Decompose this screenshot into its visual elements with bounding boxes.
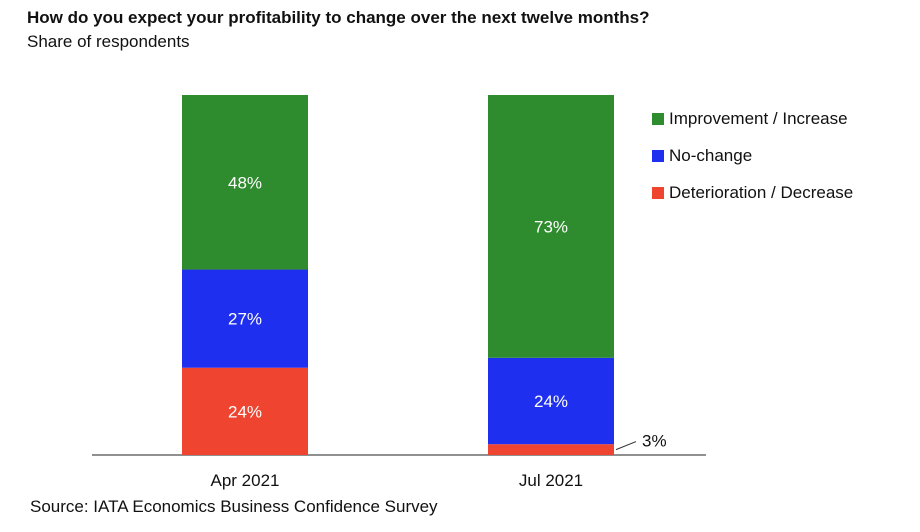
legend-label-no-change: No-change xyxy=(669,145,753,165)
data-label-no-change-apr-2021: 27% xyxy=(228,310,262,329)
leader-line-deterioration-decrease-jul-2021 xyxy=(615,441,637,451)
bar-deterioration-decrease-apr-2021 xyxy=(182,367,308,455)
data-label-no-change-jul-2021: 24% xyxy=(534,392,568,411)
bar-deterioration-decrease-jul-2021 xyxy=(488,444,614,455)
chart-title: How do you expect your profitability to … xyxy=(27,8,650,27)
legend-swatch-improvement xyxy=(652,112,664,125)
legend-item-deterioration: Deterioration / Decrease xyxy=(652,174,853,211)
data-label-improvement-increase-jul-2021: 73% xyxy=(534,217,568,236)
legend-item-no-change: No-change xyxy=(652,137,853,174)
bar-improvement-increase-apr-2021 xyxy=(182,95,308,270)
legend-swatch-no-change xyxy=(652,149,664,162)
legend-label-improvement: Improvement / Increase xyxy=(669,108,848,128)
legend-swatch-deterioration xyxy=(652,186,664,199)
source-note: Source: IATA Economics Business Confiden… xyxy=(30,497,438,516)
chart-subtitle: Share of respondents xyxy=(27,32,190,51)
bar-no-change-apr-2021 xyxy=(182,269,308,368)
data-label-improvement-increase-apr-2021: 48% xyxy=(228,173,262,192)
bar-improvement-increase-jul-2021 xyxy=(488,95,614,358)
x-tick-label-apr-2021: Apr 2021 xyxy=(211,471,280,490)
legend-label-deterioration: Deterioration / Decrease xyxy=(669,182,854,202)
bar-no-change-jul-2021 xyxy=(488,357,614,445)
legend: Improvement / Increase No-change Deterio… xyxy=(652,100,853,211)
legend-item-improvement: Improvement / Increase xyxy=(652,100,853,137)
data-label-deterioration-decrease-apr-2021: 24% xyxy=(228,402,262,421)
data-label-deterioration-decrease-jul-2021: 3% xyxy=(642,432,667,451)
x-tick-label-jul-2021: Jul 2021 xyxy=(519,471,583,490)
